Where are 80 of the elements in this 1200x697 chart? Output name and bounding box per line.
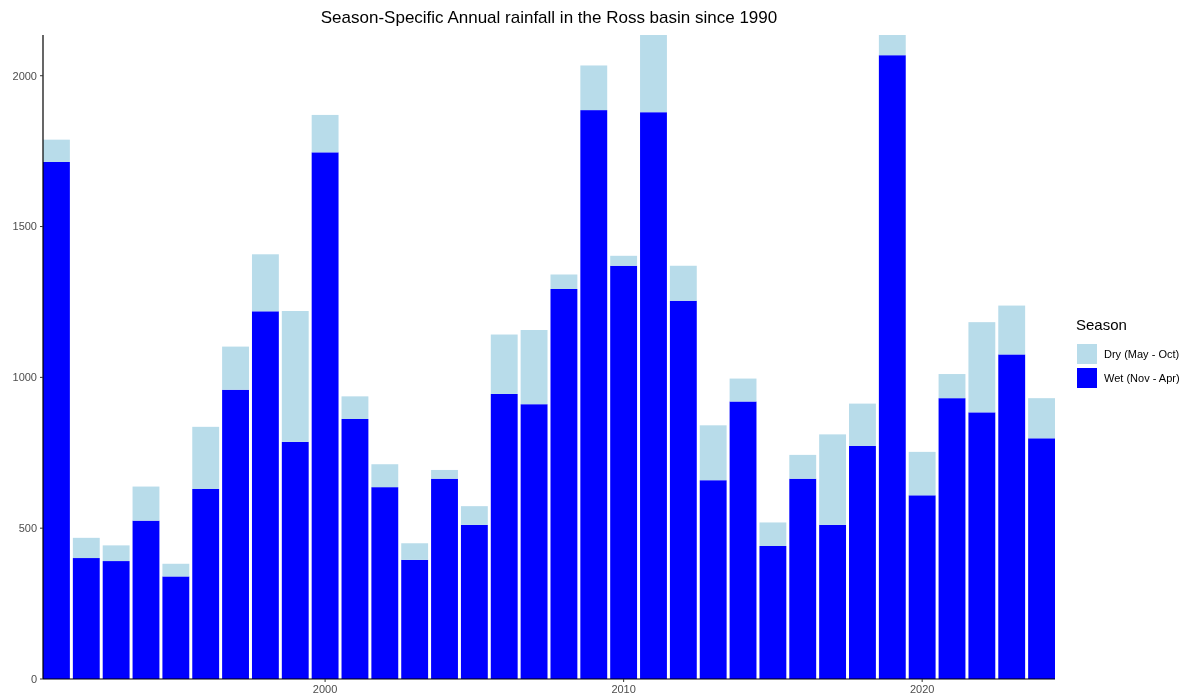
bar xyxy=(192,488,220,679)
bar xyxy=(968,412,996,679)
bar xyxy=(789,478,817,679)
bar xyxy=(102,545,130,562)
bar xyxy=(759,522,787,546)
bar xyxy=(192,426,220,489)
bar xyxy=(341,396,369,419)
bar xyxy=(669,265,697,301)
bar xyxy=(490,334,518,394)
bar xyxy=(699,480,727,679)
bar xyxy=(610,255,638,266)
bar xyxy=(789,454,817,479)
bar xyxy=(610,265,638,679)
bar xyxy=(669,300,697,679)
y-tick-label: 2000 xyxy=(12,69,37,82)
bar xyxy=(998,305,1026,355)
bar xyxy=(72,558,100,679)
bar xyxy=(849,403,876,446)
bar xyxy=(72,537,100,559)
bar xyxy=(132,486,160,521)
y-tick-label: 1000 xyxy=(12,371,37,384)
bar xyxy=(968,322,996,413)
bar xyxy=(819,524,847,679)
bar xyxy=(222,389,249,679)
x-tick-label: 2010 xyxy=(611,683,636,695)
bar xyxy=(371,487,399,679)
bar xyxy=(431,469,458,479)
bar xyxy=(1028,398,1055,439)
bar xyxy=(550,288,578,679)
bar xyxy=(849,445,876,679)
bar xyxy=(460,524,488,679)
bar xyxy=(371,464,399,488)
y-tick-label: 1500 xyxy=(12,220,37,233)
y-tick-label: 500 xyxy=(18,522,37,535)
bar xyxy=(311,152,339,679)
bar xyxy=(938,374,966,399)
bar xyxy=(460,506,488,525)
bar xyxy=(251,254,279,312)
bar xyxy=(490,393,518,679)
bar xyxy=(908,495,936,679)
legend-title: Season xyxy=(1076,316,1127,333)
bar xyxy=(699,425,727,481)
bar xyxy=(908,451,936,496)
bar xyxy=(401,559,429,679)
bar xyxy=(102,561,130,679)
bar xyxy=(222,346,249,390)
bar xyxy=(520,330,548,405)
bar xyxy=(43,161,70,679)
bar xyxy=(640,35,667,113)
chart-title: Season-Specific Annual rainfall in the Ross basin since 1990 xyxy=(320,8,778,27)
bar xyxy=(162,576,190,679)
bar xyxy=(759,545,787,679)
bar xyxy=(311,114,339,153)
bar xyxy=(878,55,906,679)
x-tick-label: 2000 xyxy=(312,683,338,695)
bar xyxy=(43,139,70,162)
bar xyxy=(998,354,1026,679)
bar xyxy=(520,404,548,679)
bar xyxy=(1028,438,1055,679)
bar xyxy=(580,110,608,679)
legend-label: Dry (May - Oct) xyxy=(1104,347,1180,360)
bar xyxy=(401,543,429,560)
bar xyxy=(878,35,906,56)
bar xyxy=(640,112,667,679)
bar xyxy=(341,418,369,679)
x-tick-label: 2020 xyxy=(909,683,935,695)
bar xyxy=(251,311,279,679)
bar xyxy=(281,441,309,679)
bar xyxy=(281,311,309,442)
bar xyxy=(162,563,190,577)
bar xyxy=(580,65,608,111)
bar xyxy=(729,378,757,402)
bar xyxy=(729,401,757,679)
bar xyxy=(550,274,578,289)
bar xyxy=(938,398,966,679)
bar xyxy=(132,520,160,679)
y-tick-label: 0 xyxy=(30,672,37,685)
legend-label: Wet (Nov - Apr) xyxy=(1104,371,1180,384)
bar xyxy=(431,478,458,679)
bar xyxy=(819,434,847,525)
